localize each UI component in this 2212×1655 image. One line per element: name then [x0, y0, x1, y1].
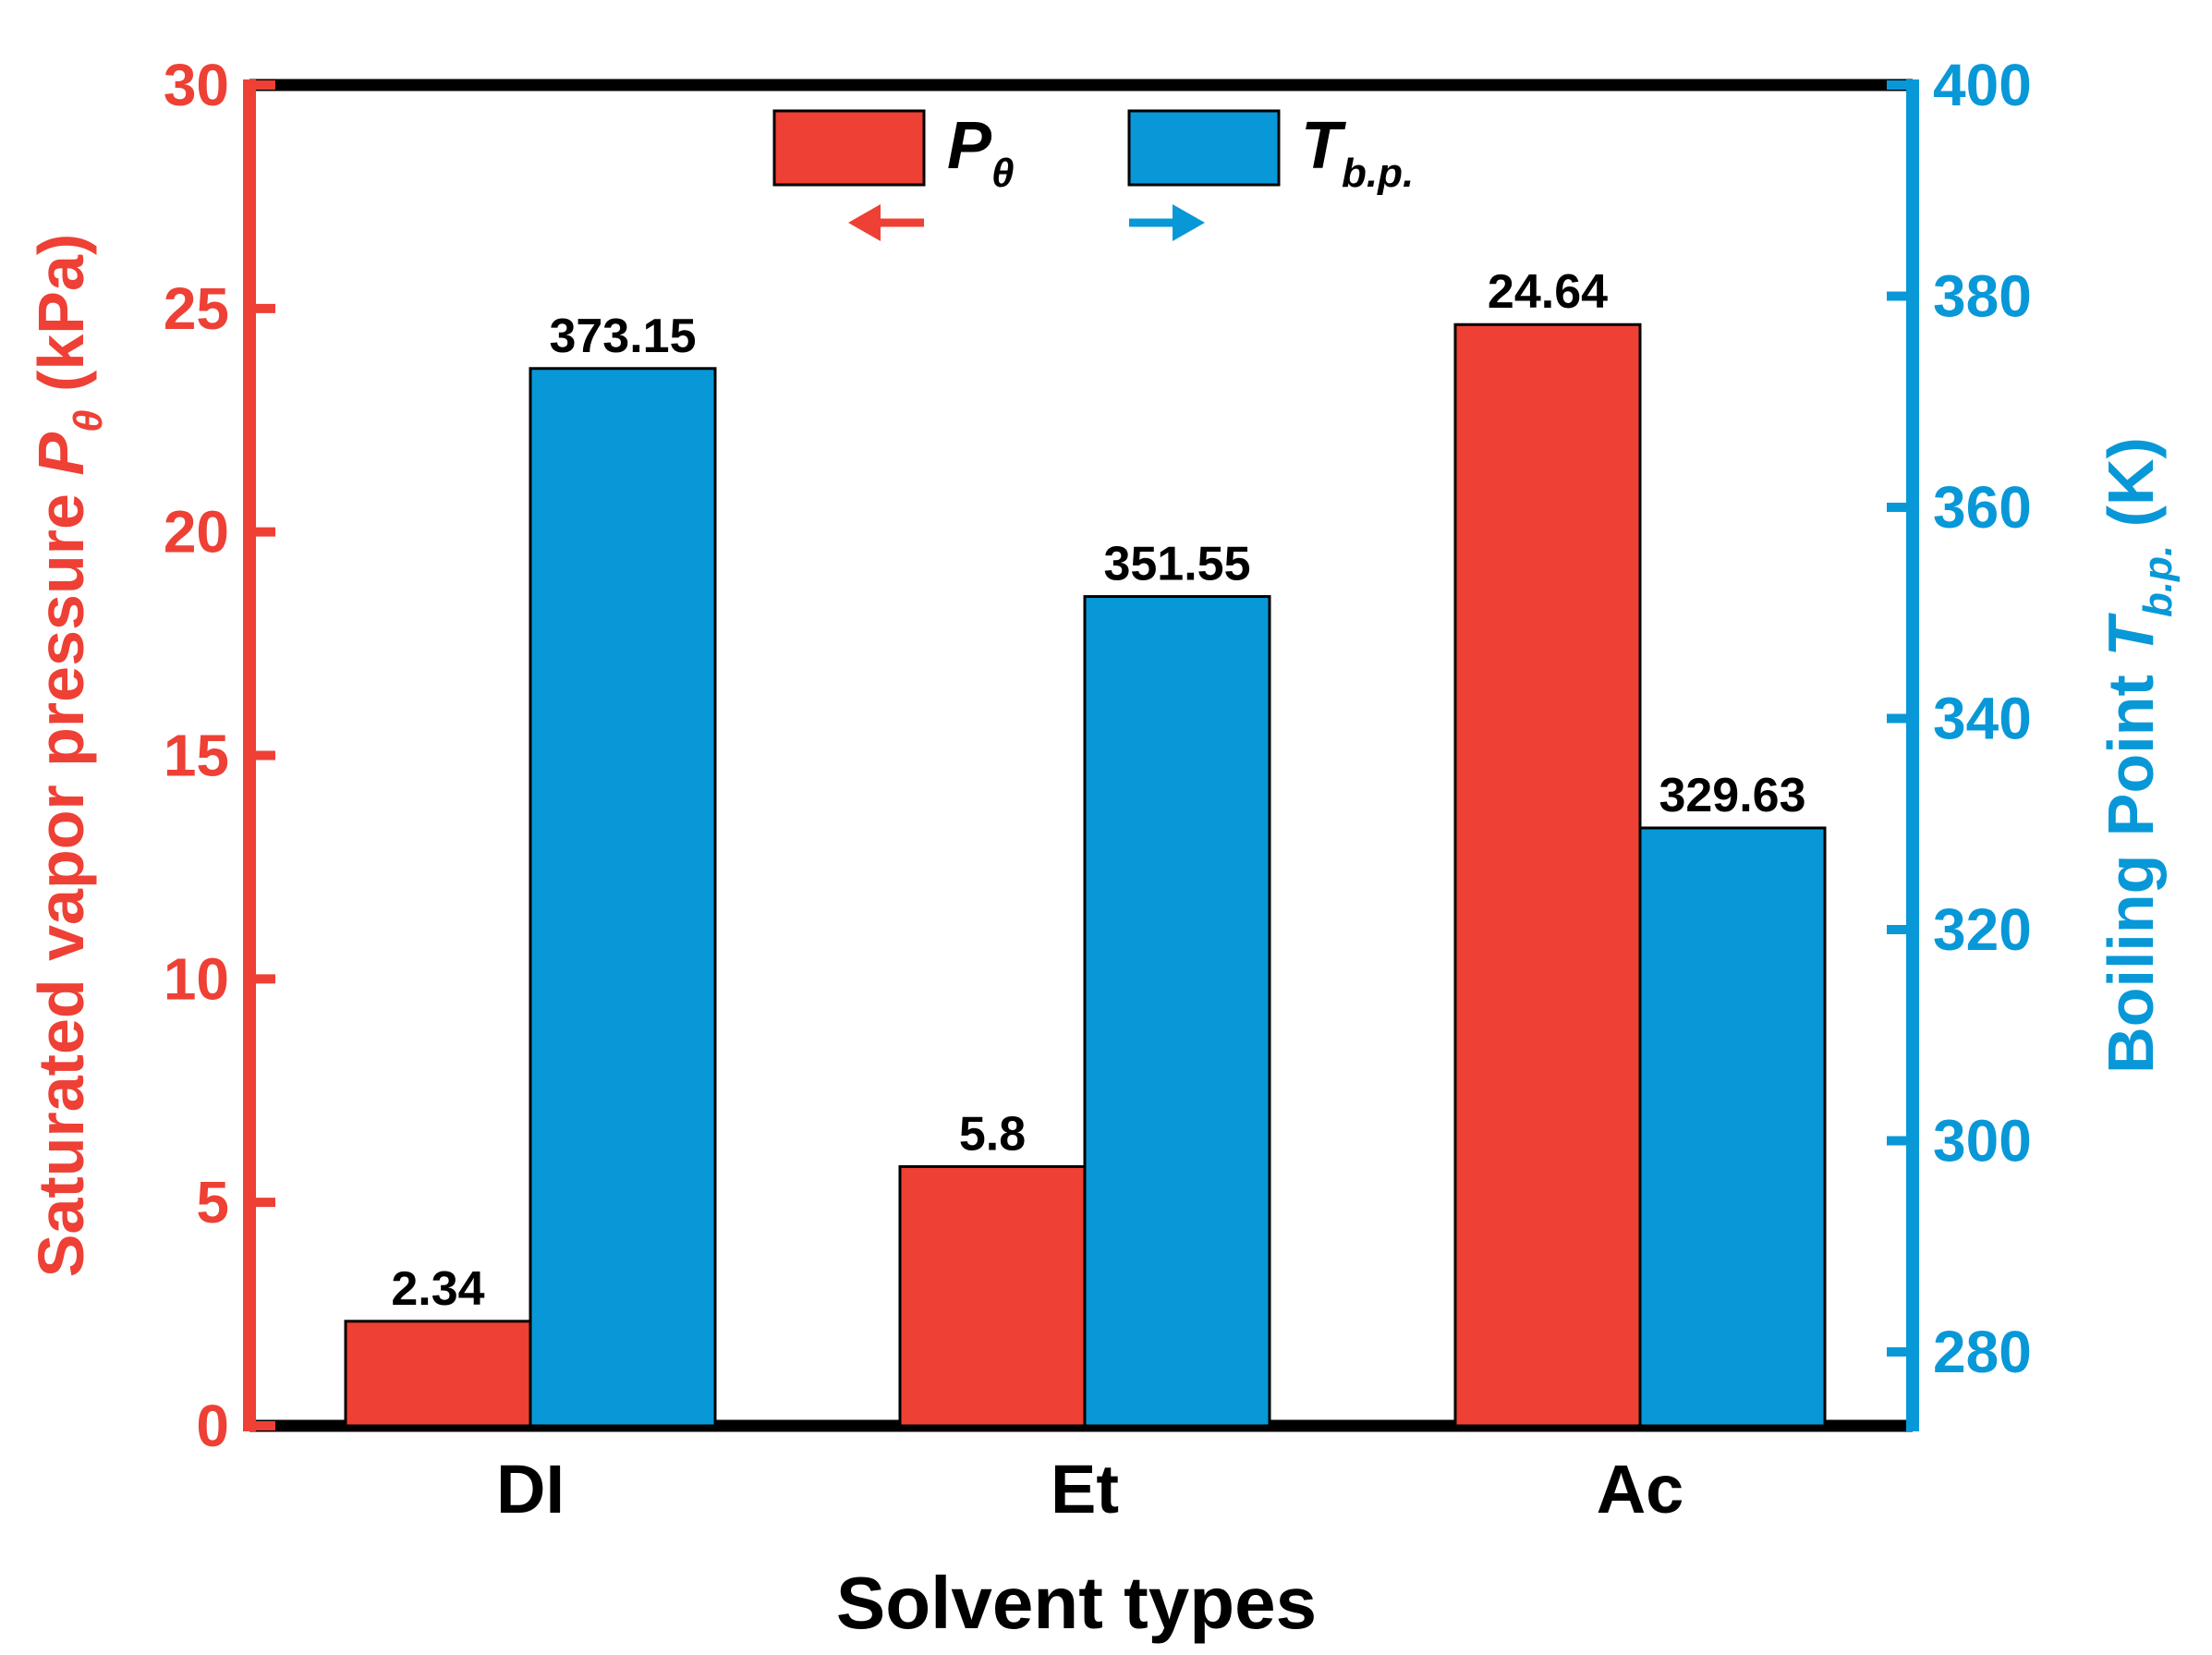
- bar-pressure-DI: [344, 1320, 532, 1428]
- bar-label-boiling-Et: 351.55: [1103, 538, 1250, 591]
- left-tick-label: 20: [164, 499, 229, 566]
- bar-boiling-Et: [1083, 595, 1271, 1428]
- right-axis-title-var: T: [2095, 613, 2167, 657]
- left-tick-label: 25: [164, 275, 229, 342]
- legend-arrow-right-icon: [1173, 204, 1205, 241]
- left-tick-label: 10: [164, 945, 229, 1012]
- left-tick-label: 30: [164, 52, 229, 118]
- right-tick-label: 400: [1933, 52, 2032, 118]
- bar-boiling-Ac: [1638, 826, 1827, 1428]
- left-axis-title-var: P: [25, 432, 97, 476]
- bar-boiling-DI: [529, 367, 717, 1428]
- bar-value-labels: 2.34 373.15 5.8 351.55 24.64 329.63: [391, 265, 1805, 1316]
- legend-swatch-pressure: [772, 109, 926, 187]
- right-axis-title-sub: b.p.: [2135, 545, 2181, 617]
- legend-swatch-boiling: [1127, 109, 1281, 187]
- bar-label-pressure-Ac: 24.64: [1488, 265, 1608, 319]
- bar-label-pressure-Et: 5.8: [959, 1107, 1026, 1161]
- legend-label-main: P: [947, 109, 992, 183]
- bar-label-pressure-DI: 2.34: [391, 1262, 484, 1316]
- bar-label-boiling-DI: 373.15: [549, 310, 696, 363]
- left-tick-label: 0: [196, 1393, 229, 1459]
- legend-arrow-left-icon: [848, 204, 881, 241]
- right-tick-label: 340: [1933, 686, 2032, 752]
- right-axis-title-unit: (K): [2095, 437, 2167, 545]
- legend-label-pressure: Pθ: [947, 109, 1015, 196]
- right-y-axis: 280 300 320 340 360 380 400 Boiling Point Tb.p.…: [1887, 52, 2181, 1431]
- legend-label-main: T: [1301, 109, 1347, 183]
- legend-label-boiling: Tb.p.: [1301, 109, 1414, 196]
- x-tick-label-DI: DI: [496, 1451, 565, 1527]
- left-y-axis: 0 5 10 15 20 25 30 Saturated vapor pressure Pθ …: [25, 52, 275, 1459]
- x-axis: DI Et Ac Solvent types: [496, 1451, 1683, 1644]
- bar-label-boiling-Ac: 329.63: [1659, 769, 1805, 822]
- right-tick-label: 280: [1933, 1319, 2032, 1385]
- left-axis-title-unit: (kPa): [25, 234, 97, 410]
- bar-pressure-Ac: [1453, 322, 1642, 1428]
- left-axis-title: Saturated vapor pressure Pθ (kPa): [25, 234, 111, 1277]
- left-tick-label: 15: [164, 723, 229, 789]
- right-axis-title: Boiling Point Tb.p. (K): [2095, 437, 2181, 1074]
- right-tick-label: 380: [1933, 263, 2032, 330]
- left-tick-label: 5: [196, 1169, 229, 1235]
- legend: Pθ Tb.p.: [772, 109, 1414, 241]
- x-tick-label-Ac: Ac: [1597, 1451, 1684, 1527]
- bars-group: [344, 322, 1827, 1428]
- left-axis-title-sub: θ: [66, 409, 111, 432]
- x-tick-label-Et: Et: [1051, 1451, 1119, 1527]
- right-tick-label: 300: [1933, 1108, 2032, 1174]
- legend-label-sub: θ: [991, 151, 1015, 196]
- right-tick-label: 360: [1933, 474, 2032, 541]
- right-tick-label: 320: [1933, 896, 2032, 963]
- bar-pressure-Et: [898, 1164, 1087, 1428]
- x-axis-title: Solvent types: [836, 1562, 1317, 1644]
- legend-label-sub: b.p.: [1342, 151, 1414, 196]
